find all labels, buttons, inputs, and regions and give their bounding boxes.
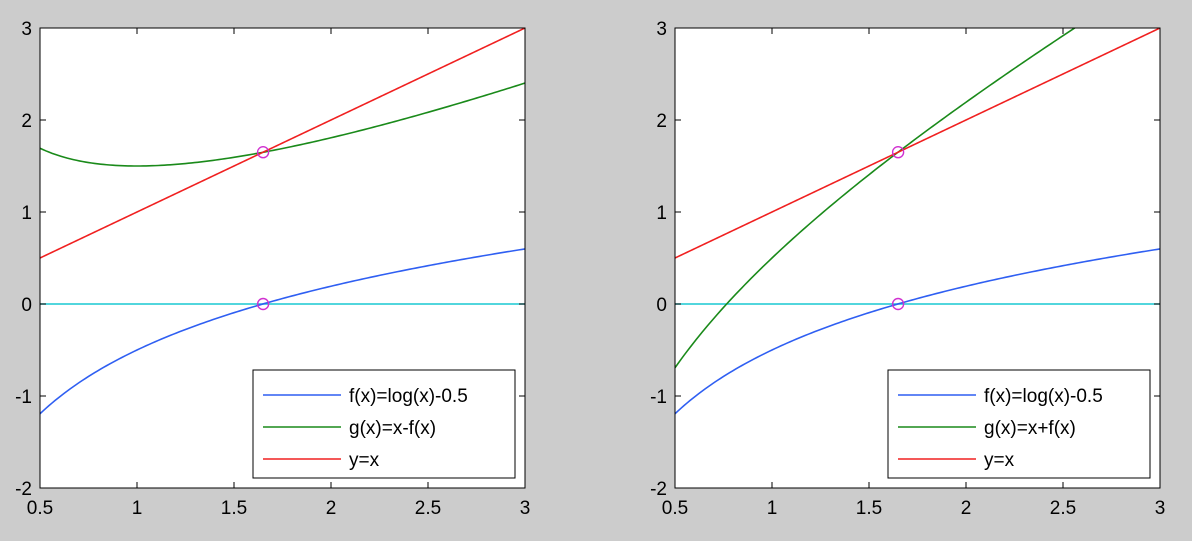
x-tick-label: 2.5 xyxy=(1050,498,1076,519)
chart-2: 0.5 1 1.5 2 2.5 3 -2 -1 0 1 2 3 f(x)=log(x)-0.5 g(x)=… xyxy=(650,19,1166,519)
legend: f(x)=log(x)-0.5 g(x)=x+f(x) y=x xyxy=(887,369,1151,479)
series-line-1 xyxy=(40,248,525,415)
intersection-marker-2 xyxy=(256,145,270,159)
series-line-3 xyxy=(675,28,1160,259)
y-tick-label: -2 xyxy=(15,479,32,500)
y-tick-label: 2 xyxy=(21,111,32,132)
y-tick-label: 0 xyxy=(656,295,667,316)
x-tick-label: 2.5 xyxy=(415,498,441,519)
x-tick-label: 1 xyxy=(132,498,143,519)
legend-label-2: g(x)=x-f(x) xyxy=(349,418,436,439)
x-tick-label: 1 xyxy=(767,498,778,519)
series-group xyxy=(40,28,525,415)
x-tick-label: 3 xyxy=(520,498,531,519)
x-tick-label: 0.5 xyxy=(662,498,688,519)
series-line-3 xyxy=(40,28,525,259)
series-line-2 xyxy=(40,82,525,167)
y-tick-label: 1 xyxy=(656,203,667,224)
legend-label-2: g(x)=x+f(x) xyxy=(984,418,1076,439)
x-tick-label: 2 xyxy=(326,498,337,519)
y-tick-label: -2 xyxy=(650,479,667,500)
y-tick-label: 0 xyxy=(21,295,32,316)
y-tick-label: -1 xyxy=(650,387,667,408)
y-tick-label: 1 xyxy=(21,203,32,224)
legend-box xyxy=(887,369,1151,479)
y-tick-label: -1 xyxy=(15,387,32,408)
series-line-2 xyxy=(675,28,1077,369)
axes-frame xyxy=(39,27,526,489)
x-tick-label: 2 xyxy=(961,498,972,519)
y-tick-label: 2 xyxy=(656,111,667,132)
x-tick-label: 1.5 xyxy=(221,498,247,519)
legend: f(x)=log(x)-0.5 g(x)=x-f(x) y=x xyxy=(252,369,516,479)
x-tick-label: 0.5 xyxy=(27,498,53,519)
intersection-marker-2 xyxy=(891,145,905,159)
intersection-marker-1 xyxy=(256,297,270,311)
x-tick-label: 3 xyxy=(1155,498,1166,519)
legend-label-3: y=x xyxy=(349,450,380,471)
series-group xyxy=(675,28,1160,415)
legend-label-3: y=x xyxy=(984,450,1015,471)
intersection-marker-1 xyxy=(891,297,905,311)
chart-1: 0.5 1 1.5 2 2.5 3 -2 -1 0 1 2 3 f(x)=log(x)-0.5 g(x)=… xyxy=(15,19,530,519)
legend-label-1: f(x)=log(x)-0.5 xyxy=(349,386,468,407)
x-tick-label: 1.5 xyxy=(856,498,882,519)
y-tick-label: 3 xyxy=(21,19,32,40)
y-tick-label: 3 xyxy=(656,19,667,40)
legend-box xyxy=(252,369,516,479)
axes-frame xyxy=(674,27,1161,489)
legend-label-1: f(x)=log(x)-0.5 xyxy=(984,386,1103,407)
series-line-1 xyxy=(675,248,1160,415)
